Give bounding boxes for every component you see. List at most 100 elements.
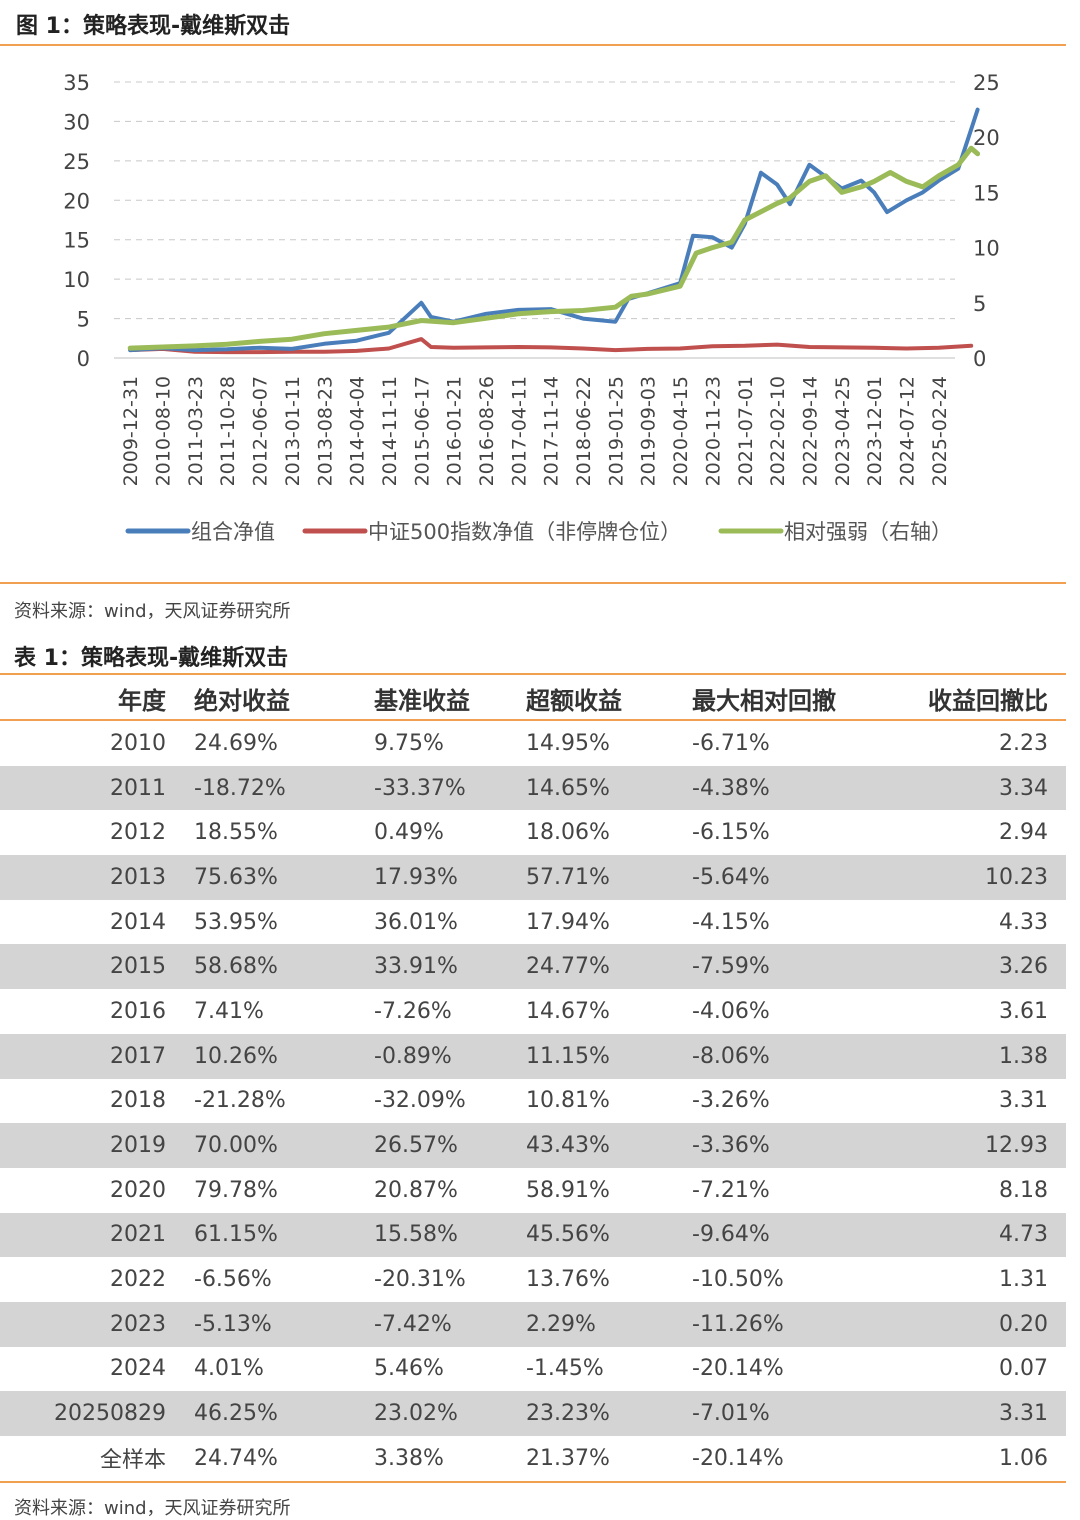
table-row: 2023 -5.13% -7.42% 2.29% -11.26% 0.20	[0, 1301, 1066, 1347]
table-cell: -7.59%	[692, 944, 892, 990]
table-cell: 17.94%	[526, 909, 610, 935]
series-line-2	[128, 337, 974, 355]
table-cell: -0.89%	[374, 1033, 526, 1079]
table-cell: -33.37%	[374, 765, 526, 811]
legend-label: 组合净值	[191, 520, 275, 544]
x-tick-label: 2022-02-10	[767, 376, 789, 486]
column-header: 最大相对回撤	[692, 686, 836, 715]
table-cell: -20.14%	[692, 1356, 784, 1382]
table-cell: -6.56%	[194, 1267, 272, 1293]
table-cell: 4.01%	[194, 1356, 264, 1382]
table-cell: -20.31%	[374, 1267, 466, 1293]
table-cell: 5.46%	[374, 1356, 444, 1382]
x-tick-label: 2018-06-22	[573, 376, 595, 486]
legend-label: 中证500指数净值（非停牌仓位）	[368, 520, 681, 544]
y-right-tick-label: 20	[973, 126, 1000, 150]
table-source: 资料来源：wind，天风证券研究所	[14, 1498, 291, 1519]
table-cell: 53.95%	[194, 909, 278, 935]
table-cell: 33.91%	[374, 944, 526, 990]
table-cell: 58.91%	[526, 1177, 610, 1203]
x-tick-label: 2014-11-11	[379, 376, 401, 486]
table-cell: 2.29%	[526, 1301, 692, 1347]
table-row: 2024 4.01% 5.46% -1.45% -20.14% 0.07	[0, 1347, 1066, 1392]
table-cell: 17.93%	[374, 855, 526, 900]
table-cell: 10.81%	[526, 1088, 610, 1114]
table-cell: 24.69%	[194, 730, 278, 756]
y-left-tick-label: 15	[63, 229, 90, 253]
table-cell: -5.13%	[166, 1301, 374, 1347]
table-cell: -21.28%	[194, 1088, 286, 1114]
table-cell: 79.78%	[194, 1177, 278, 1203]
table-cell: 2.23	[999, 730, 1048, 756]
table-cell: 3.26	[892, 944, 1066, 990]
table-cell: -4.15%	[692, 909, 770, 935]
table-cell: 2011	[0, 765, 166, 811]
table-row: 2018 -21.28% -32.09% 10.81% -3.26% 3.31	[0, 1079, 1066, 1124]
table-cell: 57.71%	[526, 855, 692, 900]
table-cell: 12.93	[892, 1123, 1066, 1168]
y-left-tick-label: 0	[77, 347, 90, 371]
x-tick-label: 2011-10-28	[217, 376, 239, 486]
y-right-tick-label: 10	[973, 237, 1000, 261]
y-left-tick-label: 10	[63, 268, 90, 292]
column-header: 绝对收益	[194, 686, 290, 715]
x-tick-label: 2016-01-21	[444, 376, 466, 486]
table-cell: 23.02%	[374, 1391, 526, 1436]
table-cell: -10.50%	[692, 1267, 784, 1293]
table-cell: 70.00%	[166, 1123, 374, 1168]
table-cell: 0.49%	[374, 820, 444, 846]
table-cell: 2.94	[999, 820, 1048, 846]
table-cell: 13.76%	[526, 1267, 610, 1293]
table-cell: -18.72%	[166, 765, 374, 811]
table-cell: 2022	[110, 1267, 166, 1293]
table-cell: -6.71%	[692, 730, 770, 756]
table-cell: 2010	[110, 730, 166, 756]
table-cell: 1.06	[892, 1436, 1066, 1483]
x-tick-label: 2013-01-11	[282, 376, 304, 486]
series-line-3	[127, 145, 981, 351]
column-header: 收益回撤比	[928, 686, 1048, 715]
table-cell: 2015	[0, 944, 166, 990]
table-cell: -5.64%	[692, 855, 892, 900]
table-row: 全样本 24.74% 3.38% 21.37% -20.14% 1.06	[0, 1436, 1066, 1483]
table-cell: 2024	[110, 1356, 166, 1382]
x-tick-label: 2017-04-11	[508, 376, 530, 486]
table-cell: -9.64%	[692, 1212, 892, 1258]
table-cell: 2013	[0, 855, 166, 900]
table-cell: 75.63%	[166, 855, 374, 900]
x-tick-label: 2019-01-25	[605, 376, 627, 486]
table-cell: 18.06%	[526, 820, 610, 846]
table-cell: -7.21%	[692, 1177, 770, 1203]
table-cell: 3.38%	[374, 1436, 526, 1483]
line-chart: 0 5 10 15 20 25 30 35 0 5 10 15 20 25 2009-12-31 2010-0…	[63, 71, 1000, 544]
table-cell: 2014	[110, 909, 166, 935]
table-cell: -20.14%	[692, 1436, 892, 1483]
table-cell: 9.75%	[374, 730, 444, 756]
table-cell: 3.31	[892, 1391, 1066, 1436]
table-cell: 20.87%	[374, 1177, 458, 1203]
table-cell: 4.33	[999, 909, 1048, 935]
table-cell: 14.65%	[526, 765, 692, 811]
table-row: 2020 79.78% 20.87% 58.91% -7.21% 8.18	[0, 1168, 1066, 1213]
x-tick-label: 2020-11-23	[702, 376, 724, 486]
table-cell: 2023	[0, 1301, 166, 1347]
table-row: 2016 7.41% -7.26% 14.67% -4.06% 3.61	[0, 989, 1066, 1034]
table-cell: 43.43%	[526, 1123, 692, 1168]
table-cell: 0.20	[892, 1301, 1066, 1347]
table-cell: 18.55%	[194, 820, 278, 846]
x-tick-label: 2025-02-24	[929, 376, 951, 486]
table-cell: 36.01%	[374, 909, 458, 935]
table-cell: 45.56%	[526, 1212, 692, 1258]
table-cell: -1.45%	[526, 1356, 604, 1382]
table-cell: 10.26%	[166, 1033, 374, 1079]
column-header: 基准收益	[374, 686, 470, 715]
table-cell: 24.74%	[166, 1436, 374, 1483]
table-cell: 11.15%	[526, 1033, 692, 1079]
table-row: 2022 -6.56% -20.31% 13.76% -10.50% 1.31	[0, 1257, 1066, 1302]
table-cell: 全样本	[0, 1436, 166, 1483]
table-cell: 2012	[110, 820, 166, 846]
table-cell: -7.01%	[692, 1391, 892, 1436]
y-left-tick-label: 35	[63, 71, 90, 95]
table-cell: 3.31	[999, 1088, 1048, 1114]
y-right-tick-label: 5	[973, 292, 986, 316]
